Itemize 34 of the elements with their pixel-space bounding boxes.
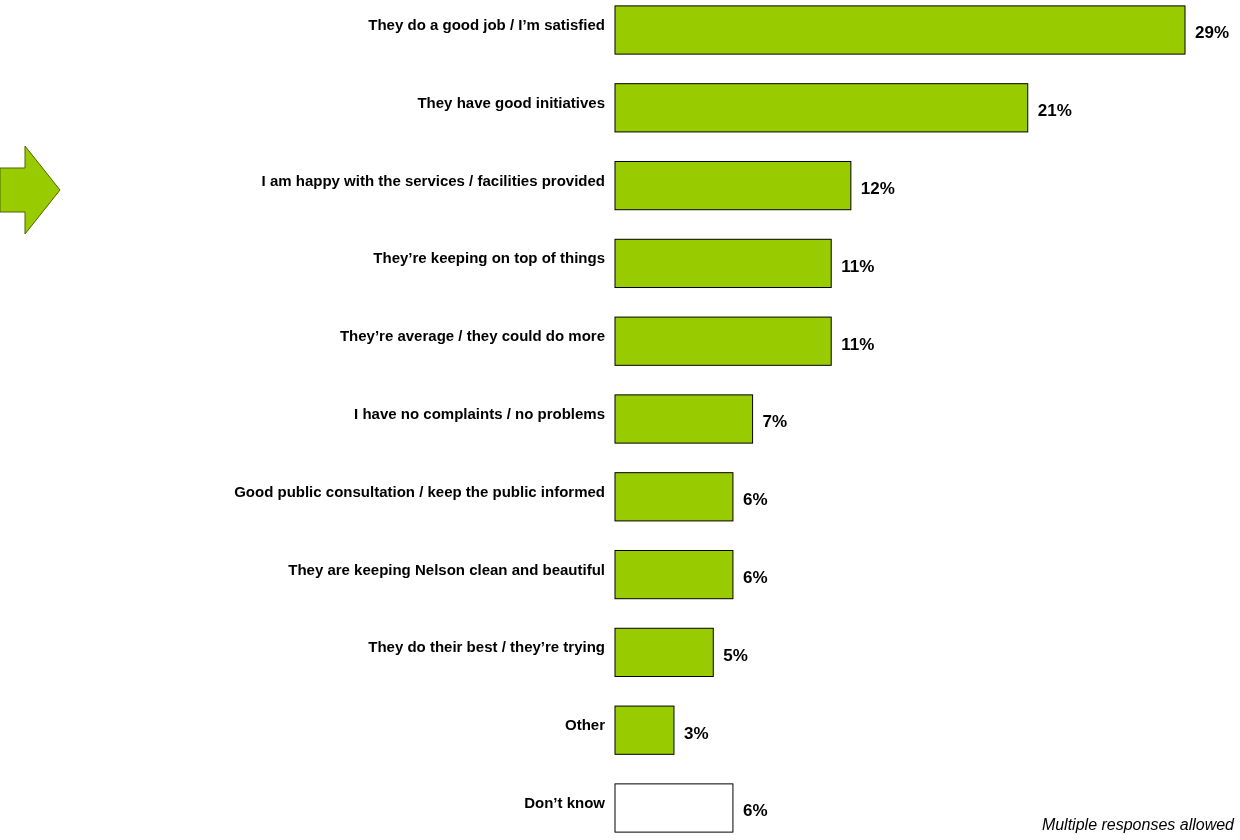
bar [614,160,852,211]
bar [614,83,1029,133]
data-label: 3% [683,723,709,743]
y-tick-label: They do their best / they’re trying [368,638,605,656]
bar [614,472,734,522]
bar [614,705,675,755]
data-label: 5% [723,645,748,665]
y-tick-label: They’re average / they could do more [339,327,605,345]
bar [614,5,1186,55]
y-tick-label: They have good initiatives [417,93,605,111]
data-label: 7% [762,412,788,432]
y-tick-label: They’re keeping on top of things [373,249,605,267]
bar [614,783,734,833]
bar [614,316,832,366]
annotation: Multiple responses allowed [1041,816,1236,833]
data-label: 11% [841,256,875,276]
data-label: 21% [1037,101,1072,121]
data-label: 11% [841,334,875,354]
bar [614,549,734,600]
y-tick-label: Don’t know [524,793,606,811]
y-tick-label: They are keeping Nelson clean and beautiful [288,560,605,578]
data-label: 6% [742,801,768,821]
data-label: 12% [860,179,895,199]
data-label: 6% [742,490,768,510]
data-label: 29% [1195,23,1230,43]
y-tick-label: I have no complaints / no problems [354,404,605,422]
bar [614,238,832,289]
bar [614,394,754,444]
y-tick-label: Other [564,716,606,734]
y-tick-label: They do a good job / I’m satisfied [368,15,605,33]
bar [614,627,714,678]
data-label: 6% [742,568,768,588]
y-tick-label: I am happy with the services / facilities provided [261,171,605,189]
y-tick-label: Good public consultation / keep the public informed [234,482,605,500]
